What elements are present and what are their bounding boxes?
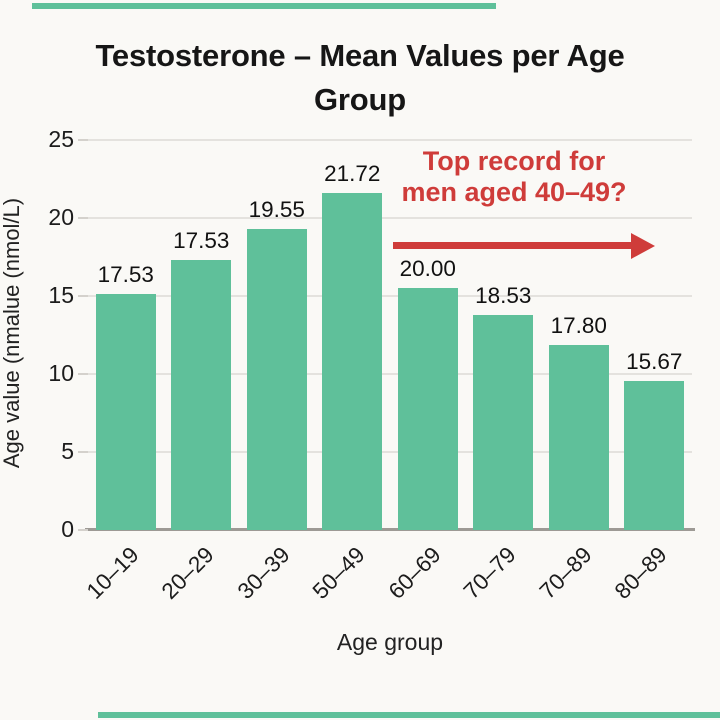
bar-value-label: 19.55 (248, 196, 305, 222)
x-tick-label: 60–69 (383, 542, 446, 604)
y-tick-label: 5 (61, 438, 74, 464)
gridline-15 (88, 295, 692, 297)
y-tick-label: 10 (48, 360, 74, 386)
y-tick-mark-15 (78, 295, 88, 297)
bar-30–39 (246, 228, 307, 530)
bar-70–89 (548, 345, 609, 530)
y-tick-label: 20 (48, 204, 74, 230)
annotation-text: Top record for men aged 40–49? (394, 146, 634, 208)
gridline-20 (88, 217, 692, 219)
x-tick-label: 20–29 (157, 542, 219, 604)
y-axis-title: Age value (nmalue (nmol/L) (0, 197, 24, 469)
x-tick-label: 30–39 (232, 542, 295, 604)
bar-60–69 (397, 288, 458, 530)
bottom-accent-strip (98, 712, 720, 718)
bar-70–79 (473, 314, 534, 530)
annotation-line-1: Top record for (422, 146, 606, 176)
y-tick-mark-20 (78, 217, 88, 219)
x-tick-label: 10–19 (81, 542, 144, 604)
bar-value-label: 17.80 (550, 313, 607, 339)
bar-value-label: 20.00 (399, 256, 456, 282)
bar-value-label: 17.53 (97, 262, 154, 288)
chart-title: Testosterone – Mean Values per Age Group (95, 38, 625, 118)
y-tick-mark-0 (78, 529, 88, 531)
bar-50–49 (322, 193, 383, 530)
bar-value-label: 15.67 (626, 349, 683, 375)
annotation-line-2: men aged 40–49? (401, 177, 627, 208)
y-tick-label: 0 (61, 516, 74, 542)
y-tick-mark-5 (78, 451, 88, 453)
bar-80–89 (624, 381, 685, 530)
x-axis-line (85, 528, 695, 531)
y-tick-label: 25 (48, 126, 74, 152)
gridline-25 (88, 139, 692, 141)
gridline-5 (88, 451, 692, 453)
y-tick-label: 15 (48, 282, 74, 308)
bar-20–29 (171, 260, 232, 530)
plot-area: 0 5 10 15 20 25 17.53 10–19 17.53 20–29 19.55 30–39… (48, 126, 695, 604)
x-tick-label: 50–49 (308, 542, 370, 604)
x-tick-label: 70–79 (459, 542, 521, 604)
bar-value-label: 17.53 (173, 228, 230, 254)
x-axis-title: Age group (336, 629, 444, 655)
x-tick-label: 80–89 (610, 542, 672, 604)
gridline-10 (88, 373, 692, 375)
y-tick-mark-25 (78, 139, 88, 141)
y-tick-mark-10 (78, 373, 88, 375)
top-accent-strip (32, 3, 496, 9)
annotation-arrow-shaft (393, 242, 633, 249)
bar-value-label: 21.72 (324, 161, 381, 187)
annotation-arrow-head (631, 233, 655, 259)
x-tick-label: 70–89 (534, 542, 597, 604)
bar-value-label: 18.53 (475, 282, 532, 308)
bar-10–19 (95, 294, 156, 530)
